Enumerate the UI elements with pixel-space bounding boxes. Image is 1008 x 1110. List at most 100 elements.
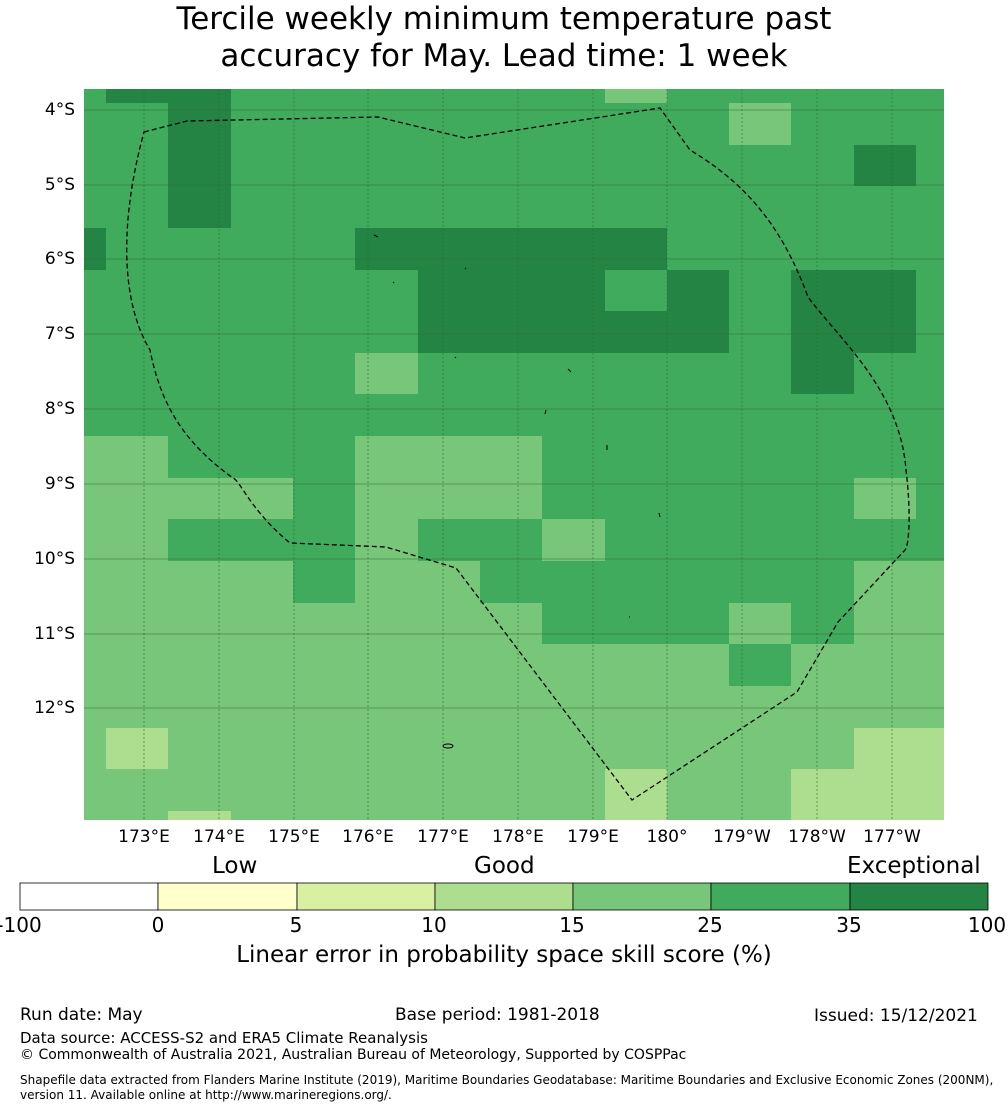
colorbar-segment (434, 882, 574, 911)
islands (373, 234, 661, 749)
grid-cell (729, 394, 791, 436)
grid-cell (542, 270, 605, 311)
grid-cell (231, 228, 293, 270)
grid-cell (355, 561, 418, 603)
grid-cell (293, 686, 355, 728)
grid-cell (480, 644, 542, 686)
grid-cell (84, 811, 106, 820)
grid-cell (168, 769, 231, 811)
grid-cell (418, 811, 480, 820)
grid-cell (84, 686, 106, 728)
colorbar-tick: 35 (836, 913, 862, 937)
grid-cell (854, 561, 916, 603)
grid-cell (168, 270, 231, 311)
grid-cell (168, 353, 231, 394)
colorbar-tick: 0 (151, 913, 165, 937)
grid-cell (667, 186, 729, 228)
grid-cell (106, 686, 168, 728)
grid-cell (854, 353, 916, 394)
grid-cell (293, 561, 355, 603)
map-title-line-1: Tercile weekly minimum temperature past (176, 1, 832, 37)
grid-cell (854, 811, 916, 820)
grid-cell (168, 394, 231, 436)
grid-cell (854, 311, 916, 353)
grid-cell (916, 103, 944, 145)
data-source: Data source: ACCESS-S2 and ERA5 Climate … (20, 1029, 428, 1047)
graticule (84, 89, 944, 820)
grid-cell (84, 644, 106, 686)
grid-cell (916, 561, 944, 603)
grid-cell (293, 311, 355, 353)
lon-label: 177°W (863, 827, 921, 847)
grid-cell (231, 89, 293, 103)
colorbar-segment (572, 882, 712, 911)
grid-cell (355, 145, 418, 186)
lon-label: 174°E (193, 827, 245, 847)
lon-label: 177°E (417, 827, 469, 847)
grid-cell (916, 270, 944, 311)
grid-cell (916, 519, 944, 561)
grid-cell (231, 519, 293, 561)
grid-cell (355, 436, 418, 478)
grid-cell (791, 311, 854, 353)
grid-cell (729, 353, 791, 394)
grid-cell (293, 436, 355, 478)
grid-cell (355, 353, 418, 394)
grid-cell (480, 728, 542, 769)
grid-cell (729, 89, 791, 103)
grid-cell (605, 270, 667, 311)
grid-cell (418, 228, 480, 270)
lon-label: 178°E (492, 827, 544, 847)
grid-cell (480, 103, 542, 145)
colorbar-tick: -100 (0, 913, 42, 937)
map-title-line-2: accuracy for May. Lead time: 1 week (220, 38, 788, 74)
grid-cell (293, 769, 355, 811)
grid-cell (106, 186, 168, 228)
grid-cell (916, 603, 944, 644)
grid-cell (231, 353, 293, 394)
grid-cell (916, 644, 944, 686)
grid-cell (168, 311, 231, 353)
grid-cell (106, 728, 168, 769)
grid-cell (418, 89, 480, 103)
grid-cell (605, 644, 667, 686)
grid-cell (542, 89, 605, 103)
grid-cell (480, 769, 542, 811)
colorbar-tick: 10 (421, 913, 447, 937)
grid-cell (418, 478, 480, 519)
grid-cell (542, 103, 605, 145)
grid-cell (231, 769, 293, 811)
grid-cell (418, 186, 480, 228)
grid-cell (168, 145, 231, 186)
grid-cell (293, 394, 355, 436)
grid-cell (542, 353, 605, 394)
grid-cell (605, 311, 667, 353)
lat-label: 9°S (44, 474, 75, 494)
grid-cell (729, 728, 791, 769)
grid-cell (106, 89, 168, 103)
colorbar-segment (157, 882, 298, 911)
grid-cell (231, 603, 293, 644)
lat-label: 5°S (44, 175, 75, 195)
grid-cell (854, 228, 916, 270)
grid-cell (542, 186, 605, 228)
grid-cell (106, 145, 168, 186)
colorbar-tick: 25 (697, 913, 723, 937)
colorbar-segment (710, 882, 851, 911)
lat-label: 10°S (34, 549, 75, 569)
grid-cell (168, 603, 231, 644)
grid-cell (231, 270, 293, 311)
grid-cell (854, 145, 916, 186)
grid-cell (916, 811, 944, 820)
grid-cell (168, 519, 231, 561)
grid-cell (542, 686, 605, 728)
grid-cell (168, 728, 231, 769)
grid-cell (791, 644, 854, 686)
grid-cell (106, 103, 168, 145)
grid-cell (480, 686, 542, 728)
grid-cell (168, 228, 231, 270)
colorbar-tick: 15 (559, 913, 585, 937)
grid-cell (729, 811, 791, 820)
grid-cell (418, 769, 480, 811)
grid-cell (231, 311, 293, 353)
